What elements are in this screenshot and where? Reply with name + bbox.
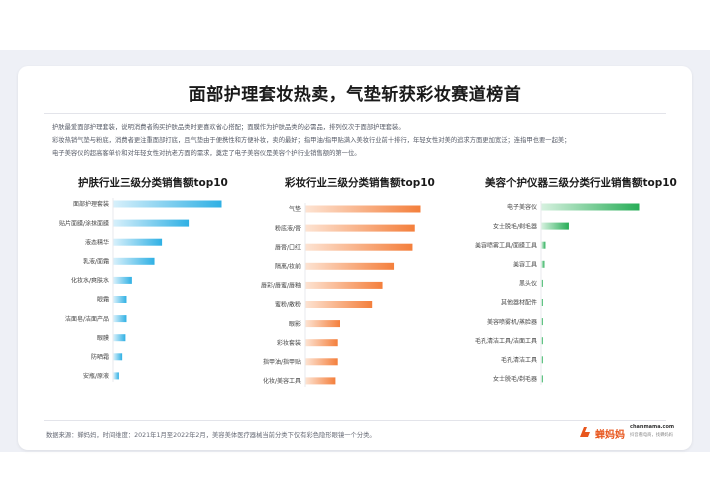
skincare-category-label: 化妆水/爽肤水 bbox=[71, 277, 109, 285]
skincare-category-label: 安瓶/原液 bbox=[83, 372, 109, 380]
skincare-bar bbox=[113, 276, 132, 284]
skincare-category-label: 面部护理套装 bbox=[73, 200, 109, 208]
skincare-category-label: 眼霜 bbox=[97, 297, 109, 304]
makeup-bar bbox=[305, 224, 415, 232]
makeup-category-label: 粉底液/膏 bbox=[275, 224, 301, 232]
beauty-devices-bar bbox=[541, 299, 543, 306]
makeup-bar bbox=[305, 377, 336, 385]
source-note: 数据来源：蝉妈妈，时间维度：2021年1月至2022年2月，美容美体医疗器械当前… bbox=[46, 432, 376, 439]
skincare-category-label: 乳液/面霜 bbox=[83, 258, 109, 266]
beauty-devices-category-label: 其他器材配件 bbox=[501, 299, 537, 307]
makeup-bar bbox=[305, 358, 338, 366]
makeup-category-label: 蜜粉/散粉 bbox=[275, 301, 301, 309]
makeup-category-label: 唇膏/口红 bbox=[275, 243, 301, 251]
skincare-bar bbox=[113, 315, 127, 323]
skincare-bar bbox=[113, 334, 126, 342]
makeup-category-label: 唇彩/唇蜜/唇釉 bbox=[261, 282, 301, 290]
beauty-devices-bar bbox=[541, 356, 543, 364]
makeup-bar bbox=[305, 281, 383, 289]
chart-title-skincare: 护肤行业三级分类销售额top10 bbox=[78, 177, 228, 189]
beauty-devices-bar bbox=[541, 279, 543, 287]
makeup-category-label: 指甲油/指甲贴 bbox=[263, 358, 301, 366]
makeup-bar bbox=[305, 320, 340, 328]
beauty-devices-bar bbox=[541, 260, 545, 268]
makeup-bar-chart: 气垫粉底液/膏唇膏/口红隔离/妆前唇彩/唇蜜/唇釉蜜粉/散粉眼影彩妆套装指甲油/… bbox=[261, 203, 421, 387]
skincare-category-label: 液态精华 bbox=[85, 238, 109, 246]
cicada-logo-icon bbox=[580, 427, 590, 437]
beauty-devices-category-label: 毛孔清洁工具/洁面工具 bbox=[475, 337, 537, 345]
beauty-devices-category-label: 美容喷雾机/蒸脸器 bbox=[487, 318, 537, 326]
makeup-bar bbox=[305, 262, 395, 270]
skincare-category-label: 眼膜 bbox=[97, 334, 109, 342]
logo-name: 蝉妈妈 bbox=[595, 430, 625, 441]
beauty-devices-bar bbox=[541, 203, 640, 211]
beauty-devices-bar bbox=[541, 375, 543, 383]
description-line-2: 彩妆热销气垫与粉底，消费者更注重面部打底，且气垫由于便携性和方便补妆，卖的最好；… bbox=[52, 137, 571, 144]
beauty-devices-bar-chart: 电子美容仪女士脱毛/剃毛器美容喷雾工具/面膜工具美容工具黑头仪其他器材配件美容喷… bbox=[475, 201, 640, 385]
skincare-bar bbox=[113, 372, 119, 380]
makeup-bar bbox=[305, 339, 338, 347]
beauty-devices-category-label: 美容喷雾工具/面膜工具 bbox=[475, 241, 537, 249]
logo-tagline: 抖音看电商，找蝉妈妈 bbox=[630, 433, 673, 438]
beauty-devices-category-label: 毛孔清洁工具 bbox=[501, 356, 537, 364]
skincare-bar bbox=[113, 219, 190, 227]
logo-site: chanmama.com bbox=[630, 424, 675, 430]
makeup-bar bbox=[305, 205, 421, 213]
description-line-3: 电子美容仪的超高客单价和对年轻女性对抗老方面的需求，奠定了电子美容仪是美容个护行… bbox=[52, 150, 361, 157]
brand-logo: 蝉妈妈 chanmama.com 抖音看电商，找蝉妈妈 bbox=[578, 422, 678, 444]
skincare-bar bbox=[113, 200, 222, 208]
chart-title-makeup: 彩妆行业三级分类销售额top10 bbox=[285, 177, 435, 189]
makeup-category-label: 隔离/妆前 bbox=[275, 263, 301, 271]
makeup-category-label: 化妆/美容工具 bbox=[263, 377, 301, 385]
beauty-devices-category-label: 女士脱毛/剃毛器 bbox=[493, 375, 537, 383]
title-divider bbox=[44, 113, 666, 114]
skincare-category-label: 贴片面膜/涂抹面膜 bbox=[59, 219, 109, 227]
beauty-devices-bar bbox=[541, 318, 543, 326]
beauty-devices-category-label: 美容工具 bbox=[513, 261, 537, 269]
beauty-devices-category-label: 电子美容仪 bbox=[507, 203, 537, 211]
makeup-category-label: 眼影 bbox=[289, 320, 301, 328]
beauty-devices-category-label: 黑头仪 bbox=[519, 280, 537, 288]
makeup-bar bbox=[305, 243, 413, 251]
makeup-bar bbox=[305, 301, 373, 308]
makeup-category-label: 彩妆套装 bbox=[277, 339, 301, 347]
chart-title-beauty-devices: 美容个护仪器三级分类行业销售额top10 bbox=[485, 177, 677, 189]
skincare-bar bbox=[113, 353, 123, 361]
beauty-devices-bar bbox=[541, 222, 569, 230]
beauty-devices-category-label: 女士脱毛/剃毛器 bbox=[493, 222, 537, 230]
beauty-devices-bar bbox=[541, 337, 543, 345]
skincare-bar bbox=[113, 238, 163, 246]
skincare-bar bbox=[113, 296, 127, 303]
beauty-devices-bar bbox=[541, 241, 546, 249]
skincare-bar-chart: 面部护理套装贴片面膜/涂抹面膜液态精华乳液/面霜化妆水/爽肤水眼霜洁面皂/洁面产… bbox=[59, 198, 222, 382]
description-line-1: 护肤最爱面部护理套装，说明消费者购买护肤品类时更喜欢省心搭配；面膜作为护肤品类的… bbox=[52, 124, 405, 131]
skincare-bar bbox=[113, 257, 155, 265]
makeup-category-label: 气垫 bbox=[289, 205, 301, 213]
footer-divider bbox=[44, 420, 666, 421]
skincare-category-label: 防晒霜 bbox=[91, 353, 109, 361]
page-title: 面部护理套妆热卖，气垫斩获彩妆赛道榜首 bbox=[188, 85, 522, 105]
skincare-category-label: 洁面皂/洁面产品 bbox=[65, 315, 109, 323]
